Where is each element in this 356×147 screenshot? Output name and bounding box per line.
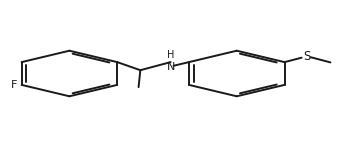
Text: N: N bbox=[166, 62, 175, 72]
Text: F: F bbox=[11, 80, 17, 90]
Text: H: H bbox=[167, 50, 174, 60]
Text: S: S bbox=[303, 50, 310, 63]
